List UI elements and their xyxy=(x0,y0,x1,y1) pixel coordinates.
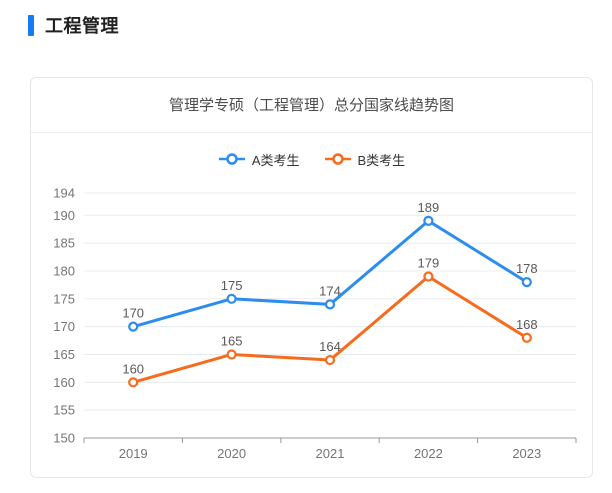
x-axis-tick-label: 2019 xyxy=(119,446,148,461)
data-point-marker[interactable] xyxy=(324,299,336,310)
section-accent-bar xyxy=(28,14,34,36)
y-axis-tick-label: 194 xyxy=(53,186,75,201)
y-axis-tick-label: 180 xyxy=(53,263,75,278)
chart-title: 管理学专硕（工程管理）总分国家线趋势图 xyxy=(31,78,592,133)
data-point-marker[interactable] xyxy=(226,349,237,360)
data-point-label: 179 xyxy=(418,256,440,271)
legend-label: A类考生 xyxy=(251,152,300,168)
legend-label: B类考生 xyxy=(357,152,406,168)
y-axis-tick-label: 165 xyxy=(53,347,75,362)
x-axis-tick-label: 2020 xyxy=(217,446,246,461)
data-point-marker[interactable] xyxy=(521,276,532,288)
data-point-label: 168 xyxy=(516,317,538,332)
data-point-label: 178 xyxy=(516,261,538,276)
data-point-marker[interactable] xyxy=(423,215,434,226)
y-axis-tick-label: 190 xyxy=(53,208,75,223)
data-point-marker[interactable] xyxy=(324,354,336,366)
legend-line-marker-icon xyxy=(218,153,245,165)
data-point-marker[interactable] xyxy=(521,332,532,343)
y-axis-tick-label: 170 xyxy=(53,319,75,334)
data-point-label: 165 xyxy=(221,333,243,348)
legend-item-1[interactable]: B类考生 xyxy=(324,150,406,169)
line-chart[interactable]: 150 155 160 165 170 175 180 185 190 194 2019 2020 20… xyxy=(31,169,592,475)
legend-item-0[interactable]: A类考生 xyxy=(218,150,300,169)
chart-legend: A类考生 B类考生 xyxy=(31,149,592,169)
data-point-label: 160 xyxy=(122,361,144,376)
y-axis-tick-label: 155 xyxy=(53,403,75,418)
chart-card: 管理学专硕（工程管理）总分国家线趋势图 A类考生 B类考生 150 155 160 16… xyxy=(30,77,593,478)
section-header: 工程管理 xyxy=(28,13,612,37)
data-point-marker[interactable] xyxy=(226,293,237,304)
data-point-marker[interactable] xyxy=(423,271,434,282)
x-axis-tick-label: 2021 xyxy=(316,446,345,461)
section-title: 工程管理 xyxy=(45,16,119,36)
series-line-0[interactable] xyxy=(131,219,529,329)
data-point-label: 189 xyxy=(418,200,440,215)
y-axis-tick-label: 185 xyxy=(53,236,75,251)
y-axis-tick-label: 150 xyxy=(53,431,75,446)
x-axis-tick-label: 2022 xyxy=(414,446,443,461)
data-point-marker[interactable] xyxy=(128,321,139,332)
y-axis-tick-label: 160 xyxy=(53,375,75,390)
data-point-marker[interactable] xyxy=(128,377,139,388)
data-point-label: 164 xyxy=(319,339,341,354)
legend-line-marker-icon xyxy=(324,153,351,165)
x-axis-tick-label: 2023 xyxy=(512,446,541,461)
data-point-label: 175 xyxy=(221,278,243,293)
y-axis-tick-label: 175 xyxy=(53,291,75,306)
data-point-label: 170 xyxy=(122,306,144,321)
data-point-label: 174 xyxy=(319,283,341,298)
